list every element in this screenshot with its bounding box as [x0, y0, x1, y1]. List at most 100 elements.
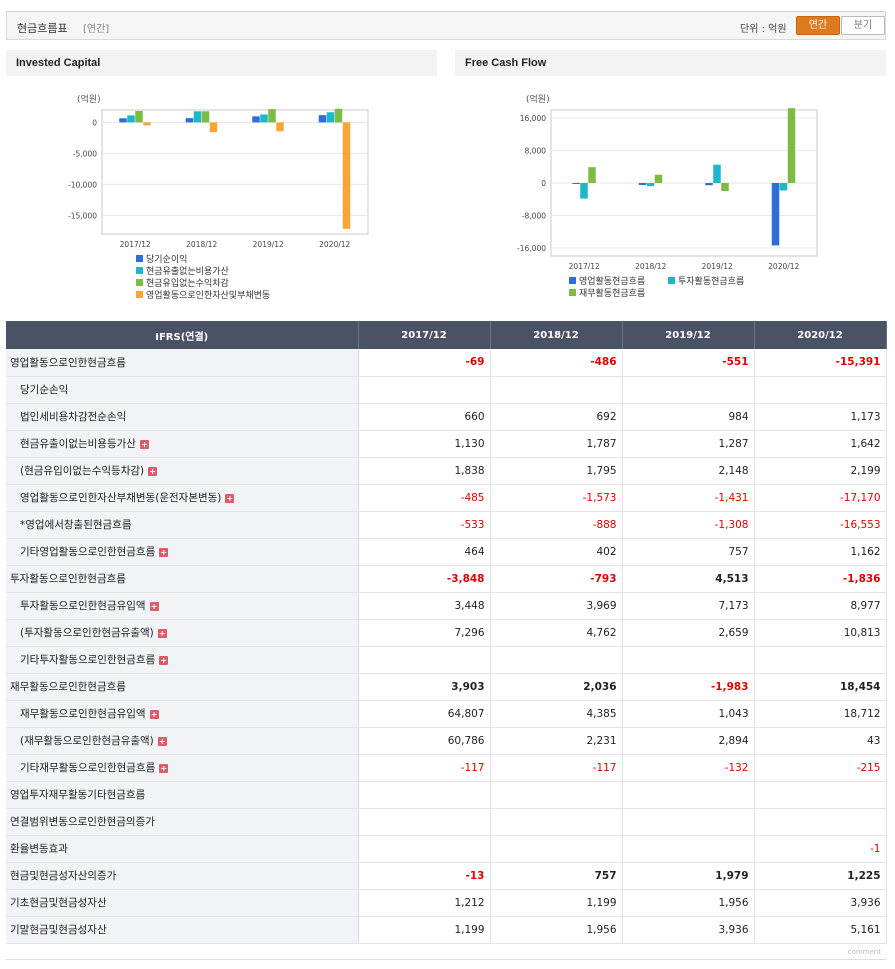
- unit-label: (억원): [526, 93, 550, 105]
- value-cell: 1,956: [490, 916, 623, 944]
- value-cell: -15,391: [754, 349, 887, 377]
- value-cell: [622, 808, 755, 836]
- value-cell: 402: [490, 538, 623, 566]
- legend-label: 영업활동현금흐름: [579, 275, 645, 287]
- free-cash-flow-chart: (억원) 16,000 8,000 0 -8,000 -16,000 2017/12 2018…: [517, 93, 818, 299]
- table-row: 영업투자재무활동기타현금흐름: [6, 780, 887, 809]
- row-label: 연결범위변동으로인한현금의증가: [10, 816, 155, 828]
- row-label-cell: 환율변동효과: [6, 835, 359, 863]
- row-label: 현금및현금성자산의증가: [10, 870, 117, 882]
- value-cell: 1,838: [358, 457, 491, 485]
- row-label-cell[interactable]: 기타영업활동으로인한현금흐름 +: [6, 538, 359, 566]
- row-label-cell: *영업에서창출된현금흐름: [6, 511, 359, 539]
- value-cell: 1,287: [622, 430, 755, 458]
- expand-plus-icon[interactable]: +: [225, 494, 235, 503]
- value-cell: 10,813: [754, 619, 887, 647]
- bar: [318, 115, 327, 123]
- row-label-cell[interactable]: 재무활동으로인한현금유입액 +: [6, 700, 359, 728]
- legend-swatch: [136, 267, 143, 274]
- bar: [201, 111, 210, 123]
- table-row: (재무활동으로인한현금유출액) +60,786 2,231 2,894 43: [6, 727, 887, 755]
- table-row: 당기순손익: [6, 376, 887, 404]
- expand-plus-icon[interactable]: +: [159, 548, 169, 557]
- row-label-cell[interactable]: 현금유출이없는비용등가산 +: [6, 430, 359, 458]
- value-cell: 18,712: [754, 700, 887, 728]
- x-tick-label: 2019/12: [702, 262, 733, 271]
- row-label: 환율변동효과: [10, 843, 68, 855]
- row-label-cell[interactable]: 영업활동으로인한자산부채변동(운전자본변동) +: [6, 484, 359, 512]
- value-cell: 2,231: [490, 727, 623, 755]
- value-cell: -793: [490, 564, 623, 593]
- x-tick-label: 2020/12: [768, 262, 799, 271]
- value-cell: -551: [622, 349, 755, 377]
- y-tick-label: 0: [92, 118, 97, 127]
- table-row: 기타영업활동으로인한현금흐름 +464 402 757 1,162: [6, 538, 887, 566]
- legend-label: 당기순이익: [146, 253, 187, 265]
- expand-plus-icon[interactable]: +: [139, 440, 149, 449]
- bar: [787, 108, 796, 183]
- unit-label: (억원): [77, 93, 101, 105]
- value-cell: 4,513: [622, 564, 755, 593]
- table-row: 연결범위변동으로인한현금의증가: [6, 808, 887, 836]
- y-tick-label: -8,000: [522, 211, 546, 220]
- table-row: 현금유출이없는비용등가산 +1,130 1,787 1,287 1,642: [6, 430, 887, 458]
- value-cell: -533: [358, 511, 491, 539]
- value-cell: -485: [358, 484, 491, 512]
- bar: [646, 183, 655, 187]
- expand-plus-icon[interactable]: +: [149, 710, 159, 719]
- expand-plus-icon[interactable]: +: [157, 629, 167, 638]
- row-label: 영업활동으로인한현금흐름: [10, 356, 126, 369]
- value-cell: -1,431: [622, 484, 755, 512]
- y-tick-label: -10,000: [68, 180, 97, 189]
- expand-plus-icon[interactable]: +: [159, 656, 169, 665]
- plot-area: [101, 109, 369, 235]
- table-row: 환율변동효과 -1: [6, 835, 887, 863]
- value-cell: [622, 780, 755, 809]
- bar: [705, 183, 713, 186]
- row-label-cell[interactable]: (투자활동으로인한현금유출액) +: [6, 619, 359, 647]
- y-tick-label: 16,000: [520, 114, 546, 123]
- row-label-cell: 기초현금및현금성자산: [6, 889, 359, 917]
- bar: [135, 111, 143, 123]
- value-cell: [754, 646, 887, 674]
- row-label-cell: 영업투자재무활동기타현금흐름: [6, 780, 359, 809]
- annual-button[interactable]: 연간: [796, 16, 840, 35]
- table-row: (현금유입이없는수익등차감) +1,838 1,795 2,148 2,199: [6, 457, 887, 485]
- legend-swatch: [136, 291, 143, 298]
- x-tick-label: 2018/12: [635, 262, 666, 271]
- legend-swatch: [136, 279, 143, 286]
- value-cell: 7,296: [358, 619, 491, 647]
- expand-plus-icon[interactable]: +: [148, 467, 158, 476]
- value-cell: 4,385: [490, 700, 623, 728]
- row-label-cell: 영업활동으로인한현금흐름: [6, 349, 359, 377]
- value-cell: -17,170: [754, 484, 887, 512]
- table-row: 영업활동으로인한현금흐름 -69 -486 -551 -15,391: [6, 349, 887, 377]
- value-cell: [358, 835, 491, 863]
- bar: [713, 164, 721, 183]
- row-label-cell[interactable]: 기타투자활동으로인한현금흐름 +: [6, 646, 359, 674]
- value-cell: 464: [358, 538, 491, 566]
- section-header: 현금흐름표 [연간] 단위 : 억원 연간 분기: [6, 11, 886, 40]
- y-tick-label: -15,000: [68, 211, 97, 220]
- row-label: 영업활동으로인한자산부채변동(운전자본변동): [20, 492, 222, 504]
- table-row: 투자활동으로인한현금흐름 -3,848 -793 4,513 -1,836: [6, 564, 887, 593]
- expand-plus-icon[interactable]: +: [159, 764, 169, 773]
- expand-plus-icon[interactable]: +: [149, 602, 159, 611]
- row-label-cell[interactable]: (현금유입이없는수익등차감) +: [6, 457, 359, 485]
- value-cell: -1,836: [754, 564, 887, 593]
- x-tick-label: 2017/12: [120, 240, 151, 249]
- value-cell: 2,036: [490, 672, 623, 701]
- quarter-button[interactable]: 분기: [841, 16, 885, 35]
- row-label-cell[interactable]: 기타재무활동으로인한현금흐름 +: [6, 754, 359, 782]
- comment-link[interactable]: comment: [847, 948, 881, 956]
- row-label-cell[interactable]: 투자활동으로인한현금유입액 +: [6, 592, 359, 620]
- bar: [721, 183, 729, 192]
- bar: [771, 183, 780, 246]
- value-cell: 2,148: [622, 457, 755, 485]
- invested-capital-title: Invested Capital: [6, 50, 437, 76]
- cash-flow-table: IFRS(연결) 2017/12 2018/12 2019/12 2020/12…: [6, 321, 887, 944]
- expand-plus-icon[interactable]: +: [157, 737, 167, 746]
- period-tag: [연간]: [83, 24, 110, 35]
- value-cell: 1,795: [490, 457, 623, 485]
- row-label-cell[interactable]: (재무활동으로인한현금유출액) +: [6, 727, 359, 755]
